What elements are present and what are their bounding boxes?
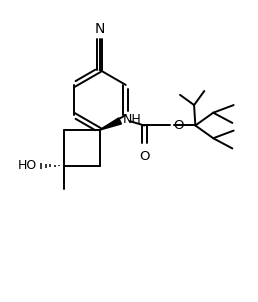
Text: O: O <box>139 150 150 163</box>
Polygon shape <box>100 118 122 130</box>
Text: N: N <box>94 22 105 36</box>
Text: NH: NH <box>123 113 142 126</box>
Text: O: O <box>173 119 184 132</box>
Text: HO: HO <box>18 159 37 172</box>
